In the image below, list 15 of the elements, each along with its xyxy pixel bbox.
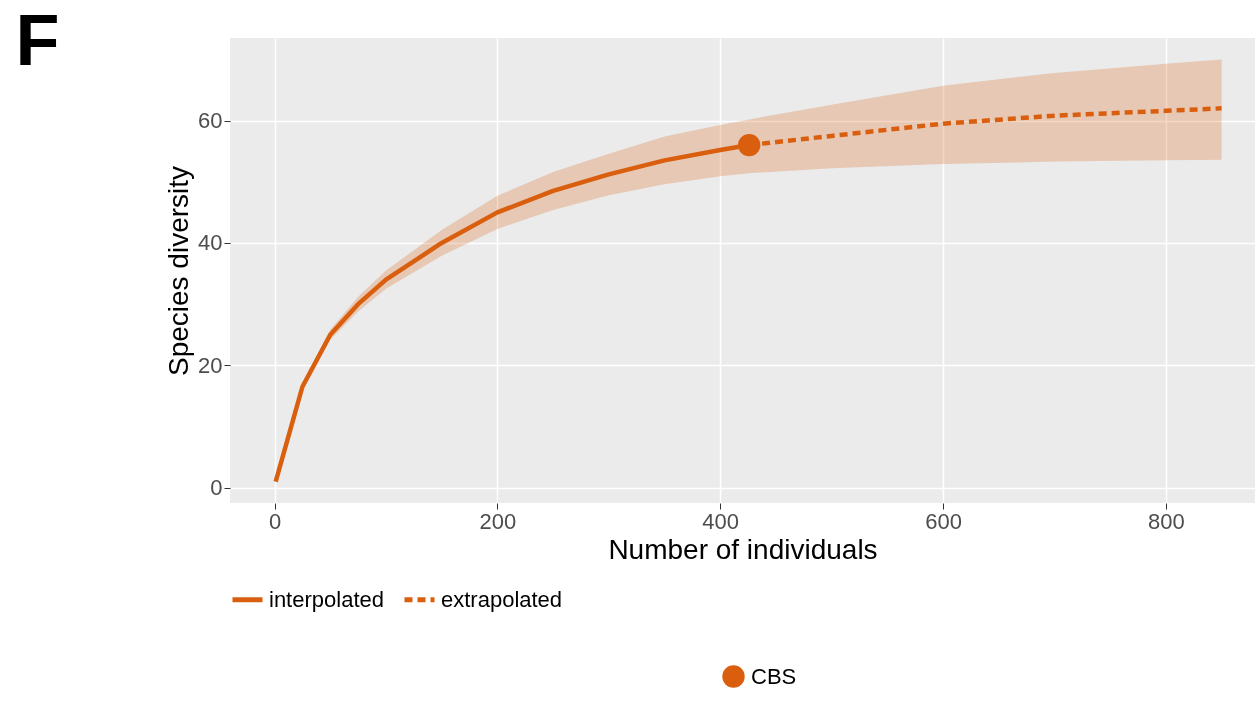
x-tick-label: 400	[702, 508, 740, 534]
legend-label: CBS	[751, 663, 797, 689]
y-tick-label: 0	[210, 475, 223, 501]
chart-title: F	[15, 0, 60, 80]
x-axis-title: Number of individuals	[608, 533, 878, 565]
x-tick-label: 200	[479, 508, 517, 534]
x-tick-label: 800	[1148, 508, 1185, 534]
x-tick-label: 600	[925, 508, 962, 534]
y-tick-label: 40	[198, 230, 223, 256]
y-tick-label: 60	[198, 108, 223, 134]
y-tick-label: 20	[198, 352, 223, 378]
x-tick-label: 0	[268, 508, 282, 534]
legend-label: interpolated	[269, 586, 384, 612]
legend-label: extrapolated	[441, 586, 563, 612]
y-axis-title: Species diversity	[163, 165, 195, 377]
